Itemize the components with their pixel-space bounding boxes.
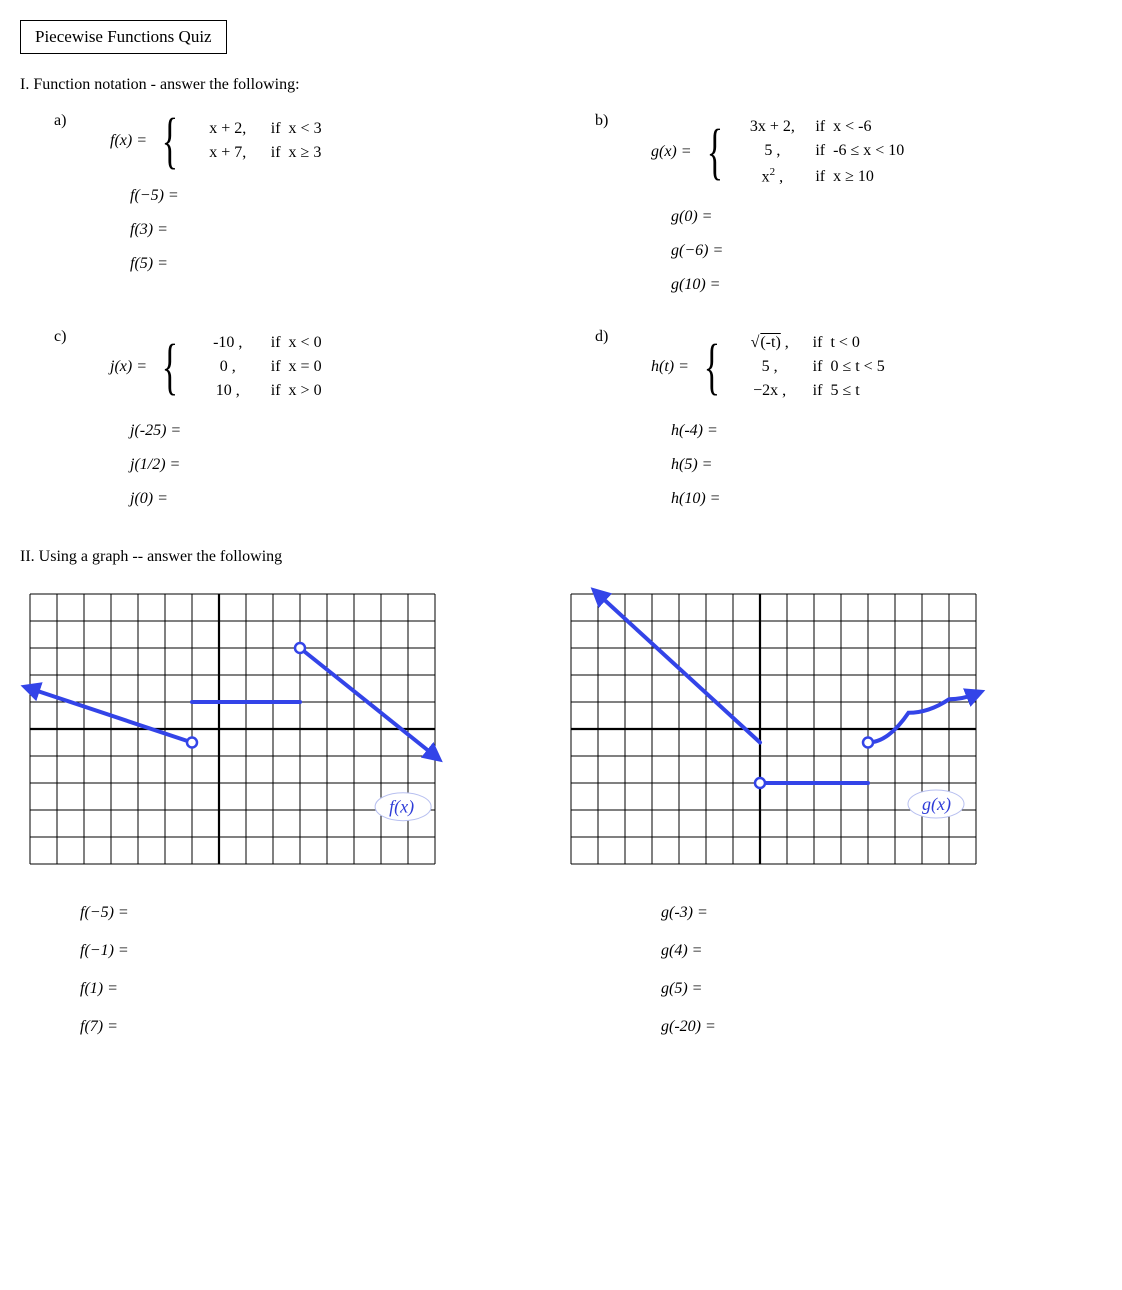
graph-g-col: g(x) g(-3) = g(4) = g(5) = g(-20) = [561, 584, 1102, 1036]
function-def: j(x) = { -10 ,ifx < 0 0 ,ifx = 0 10 ,ifx >… [110, 334, 561, 400]
eval-line: f(3) = [130, 221, 561, 239]
function-def: g(x) = { 3x + 2,ifx < -6 5 ,if-6 ≤ x < 10… [651, 118, 1102, 186]
problem-a: a) f(x) = { x + 2,ifx < 3 x + 7,ifx ≥ 3 f… [20, 108, 561, 294]
graph-f: f(x) [20, 584, 445, 874]
graphs-row: f(x) f(−5) = f(−1) = f(1) = f(7) = g(x) g(-… [20, 584, 1102, 1036]
problem-label: d) [595, 328, 608, 346]
evals: j(-25) = j(1/2) = j(0) = [130, 422, 561, 508]
eval-line: h(-4) = [671, 422, 1102, 440]
eval-line: f(1) = [80, 980, 561, 998]
cases: x + 2,ifx < 3 x + 7,ifx ≥ 3 [193, 120, 389, 162]
svg-text:f(x): f(x) [389, 797, 414, 818]
case-row: 3x + 2,ifx < -6 [737, 118, 933, 136]
eval-line: h(10) = [671, 490, 1102, 508]
eval-line: j(0) = [130, 490, 561, 508]
section-2-heading: II. Using a graph -- answer the followin… [20, 548, 1102, 566]
quiz-title: Piecewise Functions Quiz [20, 20, 227, 54]
cases: -10 ,ifx < 0 0 ,ifx = 0 10 ,ifx > 0 [193, 334, 389, 400]
case-row: 10 ,ifx > 0 [193, 382, 389, 400]
eval-line: j(1/2) = [130, 456, 561, 474]
cases: 3x + 2,ifx < -6 5 ,if-6 ≤ x < 10 x2 ,ifx ≥… [737, 118, 933, 186]
function-def: f(x) = { x + 2,ifx < 3 x + 7,ifx ≥ 3 [110, 118, 561, 165]
problem-c: c) j(x) = { -10 ,ifx < 0 0 ,ifx = 0 10 ,if… [20, 324, 561, 508]
graph-f-col: f(x) f(−5) = f(−1) = f(1) = f(7) = [20, 584, 561, 1036]
problems-row-1: a) f(x) = { x + 2,ifx < 3 x + 7,ifx ≥ 3 f… [20, 108, 1102, 294]
brace-icon: { [162, 118, 178, 165]
brace-icon: { [162, 344, 178, 391]
problem-d: d) h(t) = { √(-t) ,ift < 0 5 ,if0 ≤ t < 5… [561, 324, 1102, 508]
eval-line: g(10) = [671, 276, 1102, 294]
eval-line: g(5) = [661, 980, 1102, 998]
eval-line: g(0) = [671, 208, 1102, 226]
case-row: -10 ,ifx < 0 [193, 334, 389, 352]
case-row: 0 ,ifx = 0 [193, 358, 389, 376]
eval-line: g(−6) = [671, 242, 1102, 260]
problem-label: a) [54, 112, 66, 130]
eval-line: g(-20) = [661, 1018, 1102, 1036]
brace-icon: { [706, 129, 722, 176]
case-row: √(-t) ,ift < 0 [735, 334, 931, 352]
eval-line: f(−5) = [130, 187, 561, 205]
case-row: x + 7,ifx ≥ 3 [193, 144, 389, 162]
graph-g-evals: g(-3) = g(4) = g(5) = g(-20) = [661, 904, 1102, 1036]
function-name: g(x) = [651, 143, 692, 161]
function-def: h(t) = { √(-t) ,ift < 0 5 ,if0 ≤ t < 5 −2x… [651, 334, 1102, 400]
section-1-heading: I. Function notation - answer the follow… [20, 76, 1102, 94]
case-row: 5 ,if0 ≤ t < 5 [735, 358, 931, 376]
brace-icon: { [704, 344, 720, 391]
evals: h(-4) = h(5) = h(10) = [671, 422, 1102, 508]
case-row: −2x ,if5 ≤ t [735, 382, 931, 400]
case-row: 5 ,if-6 ≤ x < 10 [737, 142, 933, 160]
cases: √(-t) ,ift < 0 5 ,if0 ≤ t < 5 −2x ,if5 ≤ t [735, 334, 931, 400]
eval-line: g(-3) = [661, 904, 1102, 922]
problem-label: b) [595, 112, 608, 130]
problem-label: c) [54, 328, 66, 346]
eval-line: f(−5) = [80, 904, 561, 922]
evals: f(−5) = f(3) = f(5) = [130, 187, 561, 273]
function-name: j(x) = [110, 358, 147, 376]
eval-line: h(5) = [671, 456, 1102, 474]
function-name: f(x) = [110, 132, 147, 150]
function-name: h(t) = [651, 358, 689, 376]
eval-line: f(−1) = [80, 942, 561, 960]
graph-g: g(x) [561, 584, 986, 874]
case-row: x2 ,ifx ≥ 10 [737, 166, 933, 186]
eval-line: f(7) = [80, 1018, 561, 1036]
case-row: x + 2,ifx < 3 [193, 120, 389, 138]
eval-line: g(4) = [661, 942, 1102, 960]
problem-b: b) g(x) = { 3x + 2,ifx < -6 5 ,if-6 ≤ x <… [561, 108, 1102, 294]
graph-f-evals: f(−5) = f(−1) = f(1) = f(7) = [80, 904, 561, 1036]
evals: g(0) = g(−6) = g(10) = [671, 208, 1102, 294]
eval-line: f(5) = [130, 255, 561, 273]
problems-row-2: c) j(x) = { -10 ,ifx < 0 0 ,ifx = 0 10 ,if… [20, 324, 1102, 508]
svg-text:g(x): g(x) [922, 794, 951, 815]
eval-line: j(-25) = [130, 422, 561, 440]
